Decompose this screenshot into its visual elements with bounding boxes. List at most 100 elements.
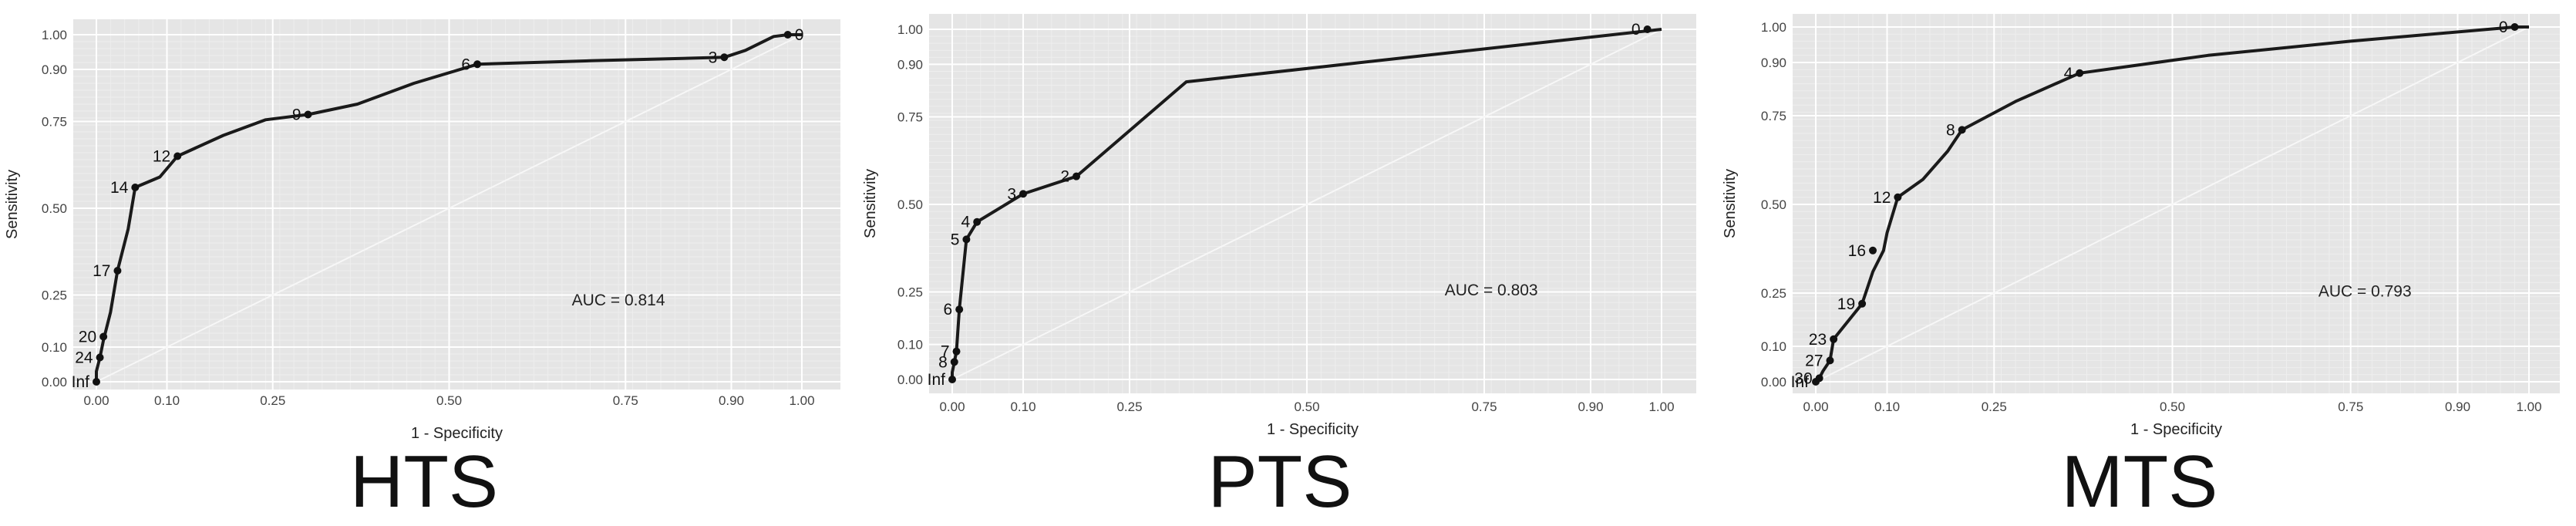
diagonal-reference-line (96, 34, 803, 383)
threshold-label: 5 (951, 231, 960, 248)
x-tick-label: 0.50 (1294, 400, 1319, 414)
threshold-label: 12 (153, 148, 170, 166)
x-tick-label: 0.75 (1471, 400, 1497, 414)
y-tick-label: 0.25 (42, 288, 67, 303)
x-tick-label: 0.10 (1874, 400, 1900, 414)
threshold-point (93, 378, 100, 386)
x-tick-label: 0.90 (719, 393, 744, 408)
x-axis-title: 1 - Specificity (411, 425, 503, 442)
threshold-label: 0 (795, 26, 804, 44)
threshold-point (2510, 23, 2519, 31)
roc-panel-mts: 0.00 0.10 0.25 0.50 0.75 0.90 1.00 0.00 0.10 0.25… (1716, 0, 2564, 526)
x-axis-title: 1 - Specificity (1267, 421, 1359, 438)
threshold-label: 17 (93, 262, 110, 280)
roc-panel-hts: 0.00 0.10 0.25 0.50 0.75 0.90 1.00 0.00 0.10 0.25… (0, 0, 848, 526)
threshold-label: 30 (1794, 369, 1812, 387)
roc-panel-pts: 0.00 0.10 0.25 0.50 0.75 0.90 1.00 0.00 0.10 0.25… (856, 0, 1704, 526)
y-tick-label: 1.00 (1761, 20, 1786, 35)
y-tick-label: 0.25 (897, 285, 923, 300)
threshold-label: 27 (1805, 352, 1823, 369)
x-tick-label: 0.25 (1116, 400, 1142, 414)
threshold-label: 6 (461, 56, 470, 73)
threshold-point (955, 305, 964, 314)
y-tick-label: 0.10 (897, 338, 923, 352)
roc-chart-hts: 0.00 0.10 0.25 0.50 0.75 0.90 1.00 0.00 0.10 0.25… (4, 19, 840, 442)
y-tick-label: 0.00 (42, 375, 67, 389)
x-tick-label: 0.25 (1982, 400, 2007, 414)
threshold-label: 3 (709, 49, 718, 66)
threshold-point (304, 110, 312, 119)
threshold-point (1858, 299, 1867, 308)
threshold-label: 0 (2499, 19, 2508, 36)
y-axis-title: Sensitivity (1722, 169, 1739, 238)
threshold-label: 9 (292, 106, 301, 124)
x-tick-label: 1.00 (789, 393, 814, 408)
x-tick-label: 0.00 (83, 393, 109, 408)
y-tick-label: 0.25 (1761, 286, 1786, 301)
threshold-label: Inf (72, 373, 90, 391)
x-tick-label: 0.75 (613, 393, 638, 408)
threshold-point (2076, 69, 2084, 77)
threshold-point (113, 267, 122, 275)
threshold-label: 14 (110, 179, 129, 197)
threshold-label: 4 (961, 214, 971, 231)
threshold-label: 23 (1809, 331, 1827, 349)
threshold-label: 16 (1848, 242, 1866, 260)
roc-curve (95, 33, 802, 382)
y-tick-label: 0.50 (42, 201, 67, 216)
threshold-point (1826, 356, 1834, 365)
threshold-point (173, 152, 182, 160)
panel-title-hts: HTS (350, 440, 498, 523)
y-tick-label: 0.90 (42, 62, 67, 77)
threshold-label: 24 (75, 349, 93, 367)
y-tick-label: 0.75 (1761, 109, 1786, 123)
threshold-point (952, 347, 961, 356)
y-tick-label: 0.10 (1761, 339, 1786, 354)
threshold-label: 0 (1631, 21, 1641, 39)
threshold-point (1643, 25, 1652, 33)
roc-chart-mts: 0.00 0.10 0.25 0.50 0.75 0.90 1.00 0.00 0.10 0.25… (1722, 14, 2560, 438)
threshold-label: 6 (944, 301, 953, 319)
threshold-point (473, 60, 482, 69)
x-tick-label: 0.00 (1803, 400, 1828, 414)
threshold-label: 12 (1873, 189, 1891, 207)
threshold-point (950, 358, 958, 366)
y-tick-label: 0.75 (42, 115, 67, 130)
threshold-point (131, 184, 140, 191)
threshold-label: 20 (79, 329, 96, 346)
threshold-label: 2 (1060, 168, 1069, 186)
y-tick-label: 1.00 (897, 22, 923, 37)
threshold-point (973, 217, 982, 226)
x-tick-label: 0.75 (2338, 400, 2363, 414)
y-tick-label: 0.50 (1761, 197, 1786, 212)
threshold-point (1894, 193, 1902, 201)
threshold-point (1958, 126, 1966, 134)
x-tick-label: 0.90 (1578, 400, 1603, 414)
x-tick-label: 1.00 (2516, 400, 2541, 414)
threshold-label: 4 (2064, 65, 2073, 83)
panel-title-mts: MTS (2061, 440, 2218, 523)
y-tick-label: 0.00 (897, 373, 923, 387)
x-tick-label: 0.50 (2160, 400, 2185, 414)
x-tick-label: 0.50 (436, 393, 462, 408)
y-tick-label: 0.75 (897, 110, 923, 125)
y-axis-title: Sensitivity (4, 170, 21, 239)
threshold-point (783, 31, 792, 39)
threshold-label: 7 (941, 343, 950, 361)
threshold-point (948, 376, 956, 383)
panel-title-pts: PTS (1207, 440, 1352, 523)
x-tick-label: 0.10 (154, 393, 180, 408)
y-tick-label: 0.90 (897, 57, 923, 72)
threshold-label: 3 (1007, 185, 1016, 203)
diagonal-reference-line (951, 29, 1662, 380)
threshold-point (720, 53, 729, 62)
y-tick-label: 0.00 (1761, 375, 1786, 389)
diagonal-reference-line (1815, 26, 2530, 383)
threshold-point (1072, 172, 1080, 180)
x-tick-label: 1.00 (1648, 400, 1674, 414)
auc-annotation: AUC = 0.814 (572, 292, 665, 309)
roc-chart-pts: 0.00 0.10 0.25 0.50 0.75 0.90 1.00 0.00 0.10 0.25… (862, 14, 1696, 438)
auc-annotation: AUC = 0.803 (1445, 282, 1538, 299)
auc-annotation: AUC = 0.793 (2318, 283, 2412, 301)
threshold-label: Inf (928, 371, 946, 389)
